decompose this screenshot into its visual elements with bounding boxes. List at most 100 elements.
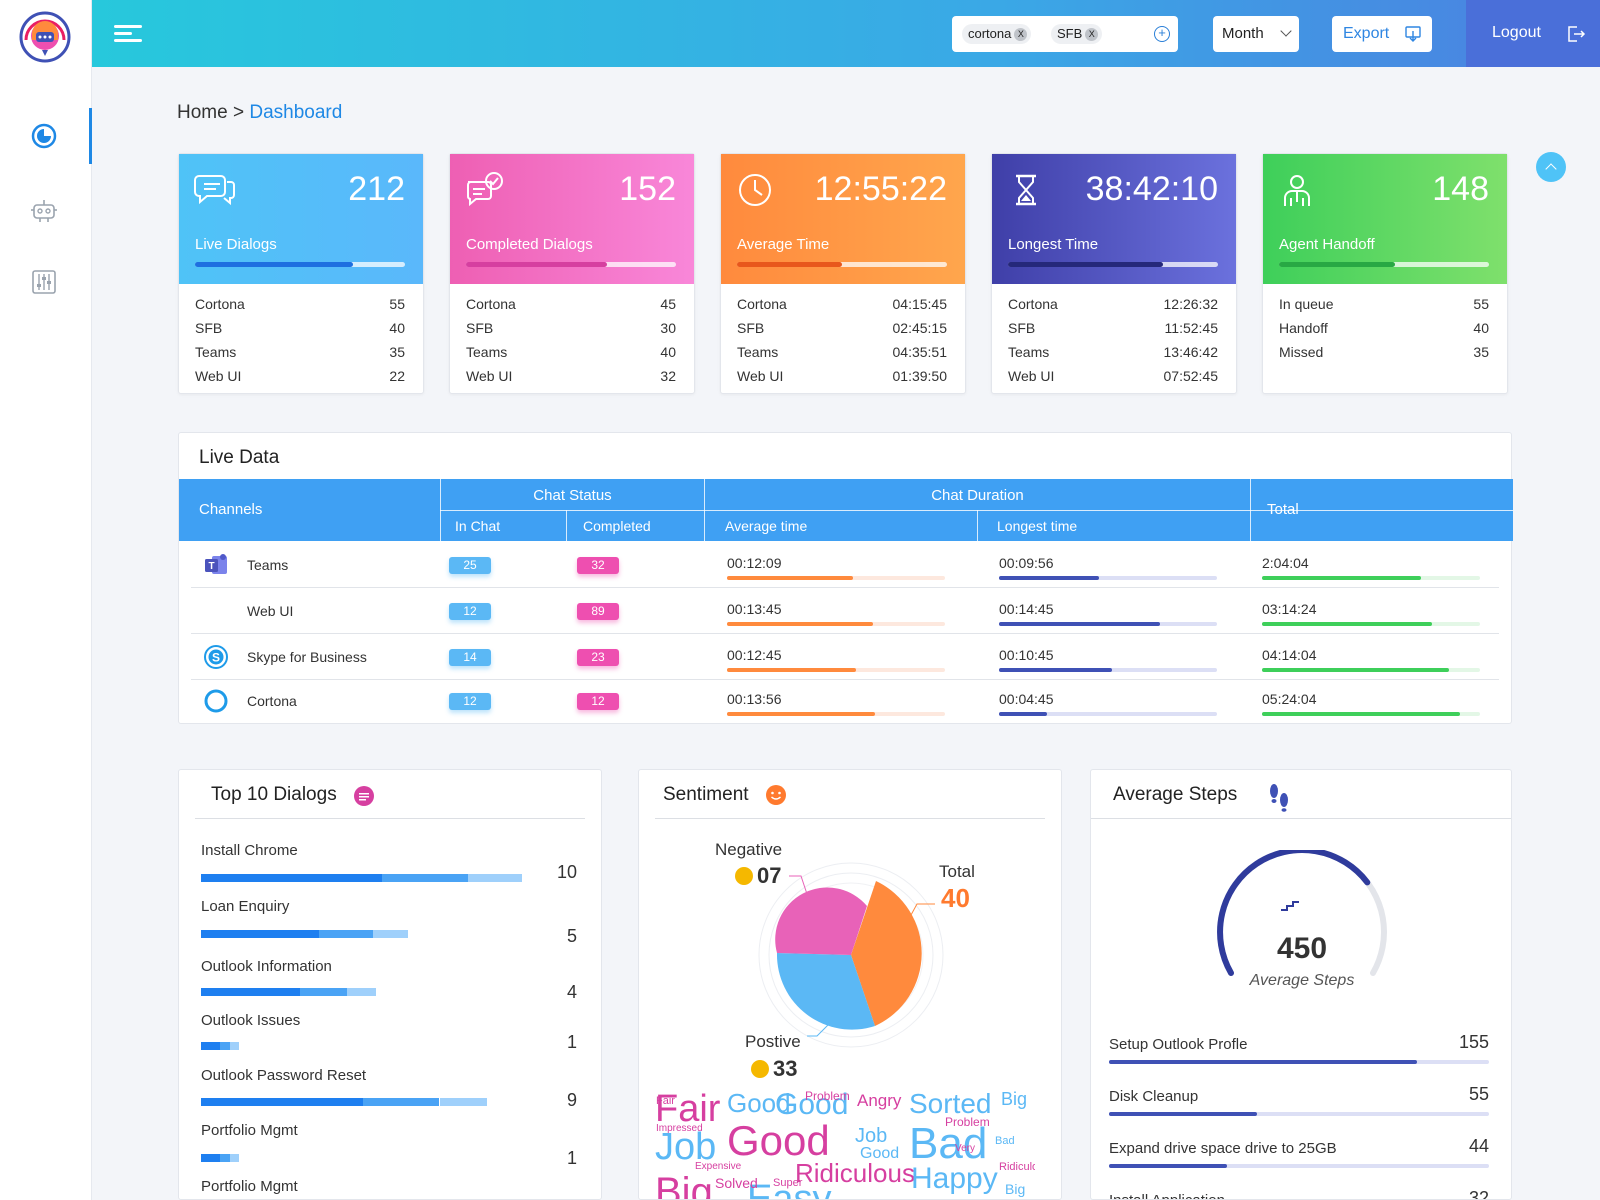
card-row: Web UI 32 [466, 364, 676, 388]
bot-nav-icon[interactable] [28, 195, 60, 227]
card-row-label: Web UI [195, 368, 242, 384]
word-cloud-word: Problem [945, 1115, 990, 1129]
card-label: Live Dialogs [195, 236, 277, 253]
negative-value: 07 [735, 863, 781, 889]
word-cloud-word: Good [860, 1145, 900, 1162]
longest-time-bar [999, 668, 1217, 672]
divider [195, 818, 585, 819]
header-channels: Channels [199, 501, 263, 518]
card-row-label: Missed [1279, 344, 1324, 360]
longest-time-value: 00:04:45 [999, 691, 1054, 707]
menu-toggle-icon[interactable] [114, 25, 142, 43]
dialog-label: Outlook Issues [201, 1012, 301, 1029]
card-header: 152 Completed Dialogs [450, 154, 694, 284]
card-row: SFB 40 [195, 316, 405, 340]
step-label: Expand drive space drive to 25GB [1109, 1140, 1337, 1157]
average-steps-title: Average Steps [1113, 784, 1238, 805]
header-divider [566, 510, 567, 541]
remove-tag-icon[interactable]: X [1085, 28, 1099, 42]
filter-tag-label: SFB [1057, 26, 1083, 41]
positive-label: Postive [745, 1032, 801, 1051]
channel-name: Cortona [247, 693, 297, 709]
completed-badge: 89 [577, 603, 619, 620]
total-bar [1262, 622, 1480, 626]
step-label: Install Application [1109, 1192, 1225, 1199]
top-dialogs-title: Top 10 Dialogs [211, 784, 337, 805]
dialog-count: 1 [566, 1032, 577, 1052]
dashboard-nav-icon[interactable] [28, 120, 60, 152]
channel-filter[interactable]: cortona X SFB X + [952, 16, 1178, 52]
live-dialogs-card: 212 Live Dialogs Cortona 55 SFB 40 Teams 35 We… [178, 153, 424, 394]
card-row: Missed 35 [1279, 340, 1489, 364]
in-chat-badge: 12 [449, 603, 491, 620]
card-row: Teams 35 [195, 340, 405, 364]
filter-tag-label: cortona [968, 26, 1012, 41]
word-cloud-word: Job [655, 1126, 717, 1168]
average-time-value: 00:13:45 [727, 601, 782, 617]
live-data-title: Live Data [199, 447, 280, 468]
card-row: Cortona 12:26:32 [1008, 292, 1218, 316]
export-button[interactable]: Export [1332, 16, 1432, 52]
live-data-table-header: Channels Chat Status In Chat Completed C… [179, 479, 1513, 541]
pie-slice-total [851, 881, 922, 1026]
logo-icon [19, 11, 71, 63]
longest-time-bar [999, 622, 1217, 626]
settings-sliders-nav-icon[interactable] [28, 266, 60, 298]
period-select-value: Month [1222, 25, 1264, 42]
word-cloud-word: Solved [715, 1175, 758, 1191]
chat-check-icon [464, 170, 508, 215]
channel-name: Teams [247, 557, 289, 573]
completed-badge: 32 [577, 557, 619, 574]
breadcrumb-home[interactable]: Home [177, 102, 228, 123]
logout-button[interactable]: Logout [1466, 0, 1600, 67]
step-value: 155 [1458, 1032, 1489, 1052]
cortana-icon [203, 688, 229, 714]
total-label: Total [939, 862, 975, 881]
step-value: 32 [1468, 1188, 1489, 1200]
table-row[interactable]: S Skype for Business 14 23 00:12:45 00:1… [191, 635, 1499, 680]
negative-count: 07 [757, 863, 782, 888]
svg-text:T: T [208, 561, 214, 572]
dialog-label: Outlook Password Reset [201, 1067, 367, 1084]
card-row: Cortona 55 [195, 292, 405, 316]
total-bar [1262, 668, 1480, 672]
svg-text:S: S [212, 651, 220, 665]
chevron-down-icon [1280, 25, 1292, 37]
card-row: Teams 40 [466, 340, 676, 364]
positive-count: 33 [773, 1056, 798, 1081]
topbar: cortona X SFB X + Month Export Logout [92, 0, 1600, 67]
average-steps-gauge [1217, 850, 1387, 976]
card-row-value: 40 [660, 344, 676, 360]
scroll-up-button[interactable] [1536, 152, 1566, 182]
card-row-label: In queue [1279, 296, 1334, 312]
word-cloud-word: Easy [747, 1178, 832, 1200]
average-time-value: 00:12:09 [727, 555, 782, 571]
footsteps-icon [1270, 784, 1288, 812]
card-label: Longest Time [1008, 236, 1099, 253]
word-cloud-word: Ridiculous [795, 1158, 915, 1188]
card-progress-bar [466, 262, 676, 267]
top-dialogs-panel: Top 10 Dialogs Install Chrome 10 Loan Enqu… [178, 769, 602, 1200]
table-row[interactable]: Cortona 12 12 00:13:56 00:04:45 05:24:04 [191, 679, 1499, 724]
header-longest-time: Longest time [997, 518, 1078, 534]
card-row-label: Teams [195, 344, 237, 360]
smiley-icon [766, 785, 786, 805]
card-row-label: SFB [737, 320, 765, 336]
channel-name: Web UI [247, 603, 294, 619]
table-row[interactable]: Web UI 12 89 00:13:45 00:14:45 03:14:24 [191, 589, 1499, 634]
period-select[interactable]: Month [1213, 16, 1299, 52]
card-progress-bar [1279, 262, 1489, 267]
card-row: SFB 11:52:45 [1008, 316, 1218, 340]
remove-tag-icon[interactable]: X [1014, 28, 1028, 42]
table-row[interactable]: T Teams 25 32 00:12:09 00:09:56 2:04:04 [191, 543, 1499, 588]
header-divider [440, 510, 1513, 511]
card-label: Completed Dialogs [466, 236, 593, 253]
card-row: Cortona 04:15:45 [737, 292, 947, 316]
card-row-label: Handoff [1279, 320, 1328, 336]
card-row-label: Cortona [737, 296, 787, 312]
total-bar [1262, 576, 1480, 580]
add-filter-icon[interactable]: + [1154, 26, 1170, 42]
average-time-bar [727, 576, 945, 580]
card-row-value: 40 [389, 320, 405, 336]
card-row-value: 22 [389, 368, 405, 384]
